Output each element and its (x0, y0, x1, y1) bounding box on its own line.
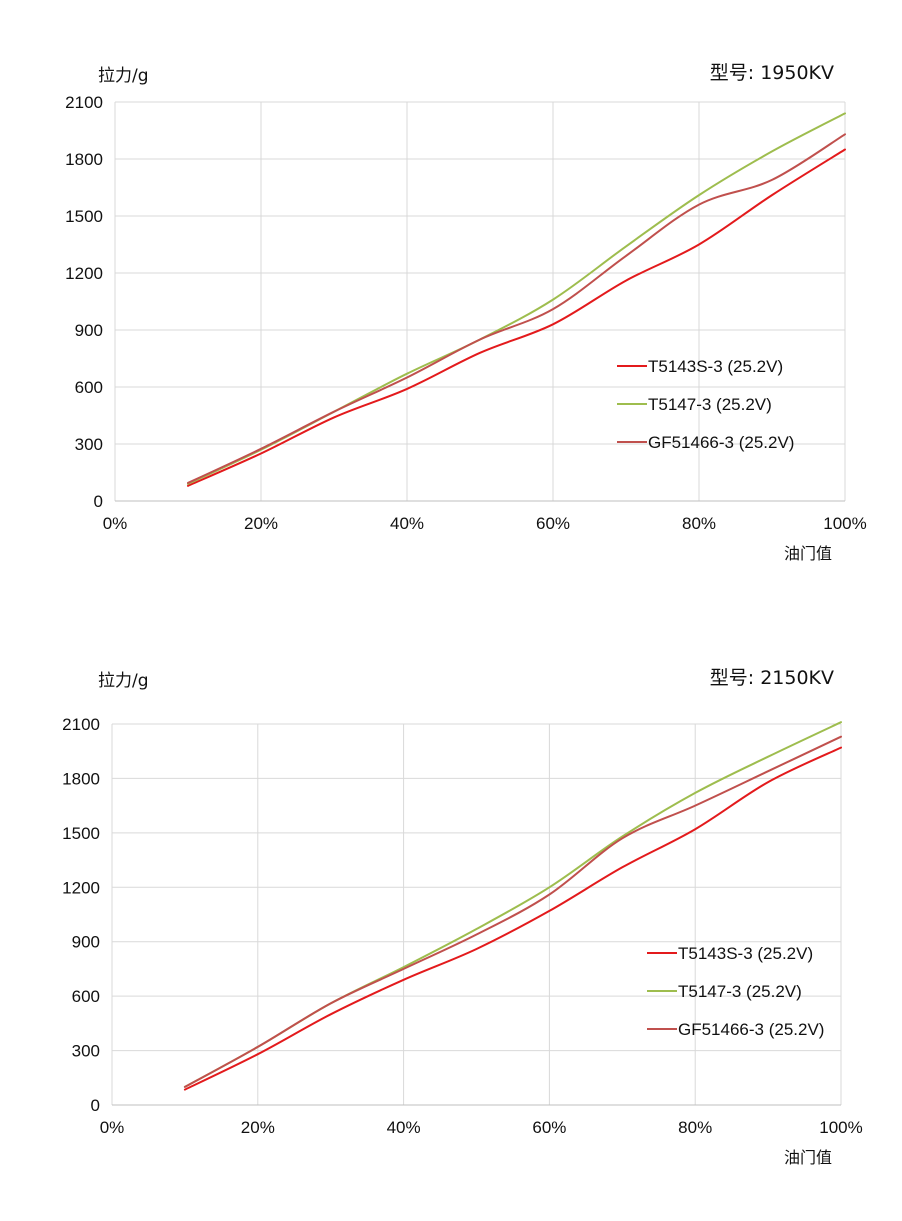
y-tick-label: 2100 (65, 93, 103, 112)
legend-entry: T5143S-3 (25.2V) (617, 357, 783, 376)
x-tick-label: 40% (387, 1118, 421, 1137)
model-label-prefix: 型号: (709, 62, 755, 84)
x-tick-label: 100% (819, 1118, 862, 1137)
legend-label: T5147-3 (25.2V) (678, 982, 802, 1001)
legend-label: T5147-3 (25.2V) (648, 395, 772, 414)
series-line-1 (183, 746, 842, 1091)
series-line-1 (187, 148, 846, 487)
legend-entry: T5143S-3 (25.2V) (647, 944, 813, 963)
y-tick-label: 1800 (65, 150, 103, 169)
legend-entry: GF51466-3 (25.2V) (647, 1020, 824, 1039)
series-line-3 (183, 735, 842, 1088)
x-tick-label: 100% (823, 514, 866, 533)
x-tick-label: 80% (682, 514, 716, 533)
legend-entry: T5147-3 (25.2V) (617, 395, 772, 414)
y-axis-title: 拉力/g (98, 671, 149, 691)
x-tick-label: 40% (390, 514, 424, 533)
model-label: 型号: 1950KV (710, 58, 834, 85)
chart-plot-1950kv: 0 300 600 900 1200 1500 1800 2100 0% 20% 40% 60% 80%… (65, 93, 867, 533)
x-tick-label: 80% (678, 1118, 712, 1137)
legend-label: T5143S-3 (25.2V) (678, 944, 813, 963)
x-axis-title: 油门值 (784, 1148, 833, 1167)
y-tick-label: 2100 (62, 715, 100, 734)
thrust-chart-2150kv: 拉力/g 型号: 2150KV 0 300 600 900 1200 1500 1800 21… (0, 620, 902, 1220)
y-tick-label: 1500 (62, 824, 100, 843)
x-tick-label: 20% (241, 1118, 275, 1137)
y-tick-label: 1500 (65, 207, 103, 226)
model-label: 型号: 2150KV (710, 663, 834, 690)
thrust-chart-1950kv: 拉力/g 型号: 1950KV 0 300 600 900 1200 1500 1800 21… (0, 0, 902, 600)
x-tick-label: 60% (536, 514, 570, 533)
y-tick-label: 1800 (62, 769, 100, 788)
legend-entry: T5147-3 (25.2V) (647, 982, 802, 1001)
y-tick-label: 1200 (62, 878, 100, 897)
x-tick-label: 60% (532, 1118, 566, 1137)
legend-label: T5143S-3 (25.2V) (648, 357, 783, 376)
x-axis-title: 油门值 (784, 544, 833, 563)
x-tick-label: 0% (103, 514, 128, 533)
y-axis-title: 拉力/g (98, 66, 149, 86)
model-label-prefix: 型号: (709, 667, 755, 689)
legend-label: GF51466-3 (25.2V) (678, 1020, 824, 1039)
chart-plot-2150kv: 0 300 600 900 1200 1500 1800 2100 0% 20% 40% 60% 80%… (62, 715, 863, 1137)
y-tick-label: 900 (72, 933, 100, 952)
series-line-2 (187, 112, 846, 485)
y-tick-label: 600 (72, 987, 100, 1006)
y-tick-label: 0 (91, 1096, 100, 1115)
y-tick-label: 300 (75, 435, 103, 454)
y-tick-label: 300 (72, 1042, 100, 1061)
model-value: 2150KV (760, 667, 834, 689)
series-line-3 (187, 133, 846, 484)
legend-entry: GF51466-3 (25.2V) (617, 433, 794, 452)
x-tick-label: 20% (244, 514, 278, 533)
y-tick-label: 900 (75, 321, 103, 340)
x-tick-label: 0% (100, 1118, 125, 1137)
model-value: 1950KV (760, 62, 834, 84)
y-tick-label: 1200 (65, 264, 103, 283)
y-tick-label: 0 (94, 492, 103, 511)
legend-label: GF51466-3 (25.2V) (648, 433, 794, 452)
y-tick-label: 600 (75, 378, 103, 397)
